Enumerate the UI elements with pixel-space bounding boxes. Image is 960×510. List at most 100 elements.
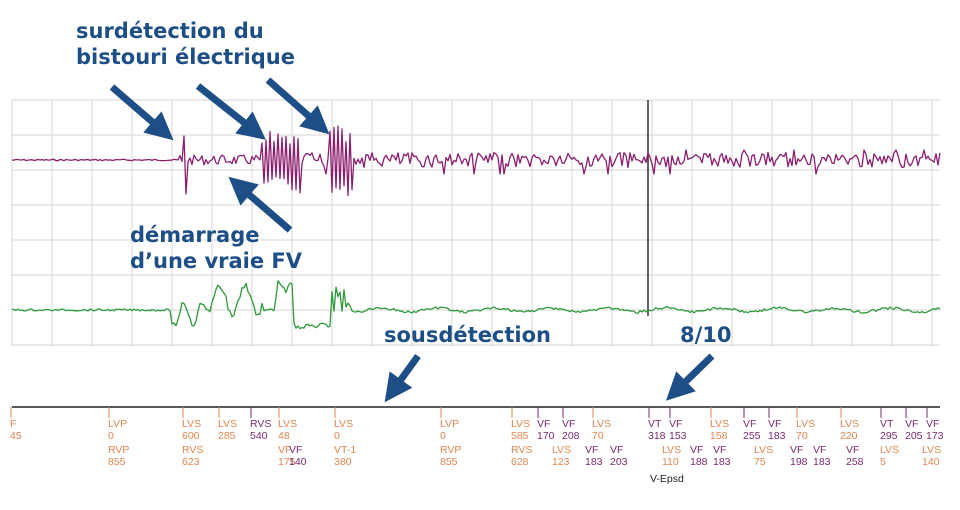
- marker-top-value: 0: [440, 430, 446, 442]
- marker-top-label: VF: [768, 418, 782, 430]
- arrow-overdetection-2: [195, 83, 266, 140]
- marker-top-9: LVS 585: [511, 418, 530, 442]
- marker-top-label: LVS: [710, 418, 730, 430]
- marker-bottom-label: RVP: [108, 444, 130, 456]
- marker-top-value: 183: [768, 430, 786, 442]
- marker-top-label: LVS: [334, 418, 354, 430]
- marker-top-value: 158: [710, 430, 728, 442]
- marker-top-value: 208: [562, 430, 580, 442]
- arrow-overdetection-1: [109, 84, 174, 141]
- marker-top-label: F: [10, 418, 17, 430]
- marker-bottom-label: VF: [278, 444, 292, 456]
- marker-bottom-value: 258: [846, 456, 864, 468]
- marker-bottom-label: VF: [289, 444, 303, 456]
- marker-bottom-8: RVP 855: [440, 444, 461, 468]
- marker-top-value: 70: [592, 430, 604, 442]
- marker-bottom-label: RVS: [511, 444, 533, 456]
- marker-bottom-2: RVS 623: [182, 444, 203, 468]
- label-true-vf-line2: d’une vraie FV: [130, 249, 303, 273]
- marker-bottom-24: LVS 75: [754, 444, 773, 468]
- marker-bottom-value: 110: [662, 456, 679, 468]
- marker-bottom-label: LVS: [754, 444, 774, 456]
- marker-top-30: VT 295: [880, 418, 898, 442]
- marker-top-2: LVS 600: [182, 418, 201, 442]
- marker-top-0: F 45: [10, 418, 22, 442]
- marker-bottom-9: RVS 628: [511, 444, 532, 468]
- arrow-count: [665, 353, 715, 401]
- marker-top-33: VF 173: [926, 418, 944, 442]
- label-count: 8/10: [680, 323, 732, 347]
- marker-bottom-label: RVP: [440, 444, 462, 456]
- marker-bottom-value: 183: [813, 456, 831, 468]
- marker-top-value: 0: [108, 430, 114, 442]
- marker-top-value: 153: [669, 430, 687, 442]
- marker-top-16: VT 318: [648, 418, 666, 442]
- marker-bottom-value: 175: [278, 456, 296, 468]
- marker-bottom-value: 855: [440, 456, 458, 468]
- marker-top-value: 220: [840, 430, 858, 442]
- marker-bottom-value: 198: [790, 456, 808, 468]
- marker-bottom-value: 623: [182, 456, 200, 468]
- marker-top-value: 585: [511, 430, 529, 442]
- ventricular-egm-trace: [11, 125, 941, 197]
- marker-top-11: VF 208: [562, 418, 580, 442]
- arrow-underdetection: [384, 353, 421, 403]
- marker-top-label: VT: [648, 418, 662, 430]
- marker-top-label: VF: [669, 418, 683, 430]
- marker-bottom-value: 140: [922, 456, 940, 468]
- marker-top-label: VF: [743, 418, 757, 430]
- marker-bottom-value: 855: [108, 456, 126, 468]
- marker-top-value: 70: [796, 430, 808, 442]
- marker-top-value: 318: [648, 430, 666, 442]
- marker-top-label: LVS: [511, 418, 531, 430]
- label-true-vf: démarrage d’une vraie FV: [130, 222, 302, 274]
- marker-top-20: LVS 158: [710, 418, 729, 442]
- marker-bottom-label: VF: [713, 444, 727, 456]
- marker-bottom-label: LVS: [880, 444, 900, 456]
- marker-bottom-27: VF 183: [813, 444, 831, 468]
- marker-bottom-value: 183: [585, 456, 603, 468]
- marker-top-value: 45: [10, 430, 22, 442]
- marker-bottom-19: VF 188: [690, 444, 708, 468]
- marker-top-5: LVS 48: [278, 418, 297, 442]
- marker-top-12: LVS 70: [592, 418, 611, 442]
- marker-bottom-value: 123: [552, 456, 570, 468]
- marker-top-label: VF: [926, 418, 940, 430]
- episode-label: V-Epsd: [650, 473, 684, 485]
- marker-top-3: LVS 285: [218, 418, 237, 442]
- arrow-overdetection-3: [265, 77, 330, 135]
- marker-top-value: 295: [880, 430, 898, 442]
- marker-top-label: RVS: [250, 418, 272, 430]
- marker-top-label: LVS: [278, 418, 298, 430]
- marker-top-label: LVS: [218, 418, 238, 430]
- marker-ticks: [10, 407, 928, 418]
- marker-top-label: VF: [537, 418, 551, 430]
- marker-bottom-label: VF: [790, 444, 804, 456]
- atrial-egm-trace: [11, 280, 941, 330]
- marker-bottom-7: VT-1 380: [334, 444, 356, 468]
- marker-top-value: 48: [278, 430, 290, 442]
- marker-bottom-label: VF: [813, 444, 827, 456]
- marker-bottom-label: LVS: [662, 444, 682, 456]
- marker-bottom-29: VF 258: [846, 444, 864, 468]
- marker-top-value: 255: [743, 430, 761, 442]
- marker-top-4: RVS 540: [250, 418, 271, 442]
- marker-bottom-value: 188: [690, 456, 708, 468]
- marker-top-10: VF 170: [537, 418, 555, 442]
- marker-top-1: LVP 0: [108, 418, 127, 442]
- marker-bottom-1: RVP 855: [108, 444, 129, 468]
- marker-top-value: 0: [334, 430, 340, 442]
- marker-top-7: LVS 0: [334, 418, 353, 442]
- marker-top-value: 540: [250, 430, 268, 442]
- marker-top-label: LVP: [440, 418, 460, 430]
- marker-bottom-21: VF 183: [713, 444, 731, 468]
- arrow-true-vf: [228, 176, 293, 233]
- marker-bottom-26: VF 198: [790, 444, 808, 468]
- marker-top-label: LVS: [840, 418, 860, 430]
- marker-bottom-31: LVS 5: [880, 444, 899, 468]
- marker-bottom-34: LVS 140: [922, 444, 941, 468]
- marker-top-label: VT: [880, 418, 894, 430]
- label-underdetection: sousdétection: [384, 323, 551, 347]
- marker-top-23: VF 183: [768, 418, 786, 442]
